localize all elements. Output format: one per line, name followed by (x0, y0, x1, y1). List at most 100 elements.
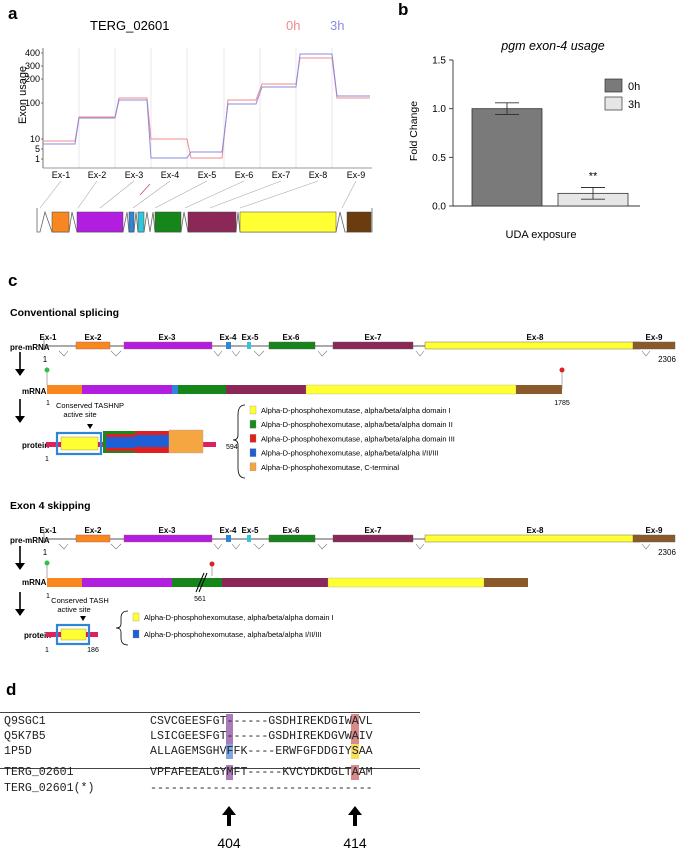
alignment-name-5: TERG_02601(*) (4, 782, 95, 795)
skipping-title: Exon 4 skipping (10, 500, 91, 512)
legend-swatch-0h (604, 78, 623, 93)
ytick-200: 200 (25, 74, 40, 84)
skip-ex-label-6: Ex-6 (283, 526, 300, 535)
conv-legend-label: Alpha-D-phosphohexomutase, C-terminal (261, 463, 399, 472)
exon-labels: Ex-1 Ex-2 Ex-3 Ex-4 Ex-5 Ex-6 Ex-7 Ex-8 … (52, 170, 366, 180)
chart-legend-label-0h: 0h (628, 81, 640, 93)
alignment-seq-2: LSICGEESFGT------GSDHIREKDGVWAIV (150, 730, 373, 743)
conv-premrna-end: 2306 (658, 355, 676, 364)
conv-mrna-end: 1785 (554, 400, 570, 407)
conv-ex-label-7: Ex-7 (365, 333, 382, 342)
skip-ex-label-5: Ex-5 (242, 526, 259, 535)
conv-arrow-1 (15, 352, 25, 376)
panel-label-a: a (8, 4, 18, 23)
skip-mrna-start: 1 (46, 593, 50, 600)
highlight-404-row1 (225, 714, 233, 729)
legend-3h: 3h (330, 18, 344, 33)
alignment-seq-1: CSVCGEESFGT------GSDHIREKDGIWAVL (150, 715, 373, 728)
y-tick-label: 0.0 (432, 202, 446, 213)
exon-usage-line-3h (43, 53, 370, 159)
alignment-top-rule (0, 712, 420, 713)
legend-0h: 0h (286, 18, 300, 33)
y-tick-label: 1.0 (432, 104, 446, 115)
exon-usage-line-0h (43, 57, 370, 159)
highlight-414-row2 (351, 729, 359, 744)
alignment-seq-3: ALLAGEMSGHVFFK----ERWFGFDDGIYSAA (150, 745, 373, 758)
gene-title: TERG_02601 (90, 18, 170, 33)
chart-y-label: Fold Change (408, 101, 420, 161)
skip-ex-label-7: Ex-7 (365, 526, 382, 535)
conv-exon-labels: Ex-1 Ex-2 Ex-3 Ex-4 Ex-5 Ex-6 Ex-7 Ex-8 … (40, 333, 663, 342)
conv-legend-swatch (249, 434, 257, 443)
alignment-name-3: 1P5D (4, 745, 32, 758)
y-tick-labels: 400 300 200 100 10 5 1 (25, 48, 40, 164)
conv-legend-label: Alpha-D-phosphohexomutase, alpha/beta/al… (261, 420, 453, 429)
y-axis-label: Exon usage (17, 66, 29, 124)
alignment-name-2: Q5K7B5 (4, 730, 46, 743)
significance-annotation: ** (589, 171, 598, 183)
bar-0h (471, 108, 543, 207)
skip-ex-label-2: Ex-2 (85, 526, 102, 535)
exon-label-9: Ex-9 (347, 170, 366, 180)
skip-protein-end: 186 (87, 647, 99, 654)
fold-change-chart: pgm exon-4 usage Fold Change UDA exposur… (408, 39, 640, 241)
conv-legend-swatch (249, 420, 257, 429)
alignment-mid-rule (0, 768, 420, 769)
skip-legend-brace (115, 610, 129, 646)
legend-swatch-3h (604, 96, 623, 111)
ytick-100: 100 (25, 98, 40, 108)
skip-ex-label-1: Ex-1 (40, 526, 57, 535)
conv-mrna-start: 1 (46, 400, 50, 407)
position-404: 404 (217, 835, 241, 851)
panel-label-d: d (6, 680, 17, 699)
conv-ex-label-1: Ex-1 (40, 333, 57, 342)
alignment-name-4: TERG_02601 (4, 766, 74, 779)
ytick-300: 300 (25, 61, 40, 71)
conv-protein-label: protein (22, 441, 49, 450)
conv-premrna (43, 338, 676, 357)
skip-arrow-1 (15, 546, 25, 570)
skip-mrna-label: mRNA (22, 578, 47, 587)
conv-legend-label: Alpha-D-phosphohexomutase, alpha/beta/al… (261, 449, 439, 458)
conv-arrow-2 (15, 399, 25, 423)
exon-label-3: Ex-3 (125, 170, 144, 180)
arrow-up-404-icon (222, 806, 236, 826)
alignment-name-1: Q9SGC1 (4, 715, 46, 728)
conv-active-site-line2: active site (63, 410, 96, 419)
skip-premrna-label: pre-mRNA (10, 536, 50, 545)
exon-usage-figure: TERG_02601 0h 3h Exon usage 400 300 200 … (17, 18, 373, 233)
highlight-414-row3 (351, 744, 359, 759)
conv-active-site-line1: Conserved TASHNP (56, 401, 124, 410)
conv-legend-label: Alpha-D-phosphohexomutase, alpha/beta/al… (261, 406, 451, 415)
panel-label-b: b (398, 0, 409, 19)
conv-premrna-start: 1 (43, 355, 48, 364)
skip-premrna-end: 2306 (658, 548, 676, 557)
skip-active-site-line2: active site (57, 605, 90, 614)
skip-protein-label: protein (24, 631, 51, 640)
conv-legend-swatch (249, 405, 257, 415)
conv-protein (46, 424, 216, 456)
skip-ex-label-8: Ex-8 (527, 526, 544, 535)
skip-ex-label-9: Ex-9 (646, 526, 663, 535)
conv-ex-label-8: Ex-8 (527, 333, 544, 342)
chart-legend-label-3h: 3h (628, 99, 640, 111)
skip-mrna (44, 560, 528, 593)
highlight-414-row1 (351, 714, 359, 729)
skip-ex-label-3: Ex-3 (159, 526, 176, 535)
ytick-400: 400 (25, 48, 40, 58)
conv-ex-label-3: Ex-3 (159, 333, 176, 342)
conv-ex-label-2: Ex-2 (85, 333, 102, 342)
conv-ex-label-5: Ex-5 (242, 333, 259, 342)
conv-ex-label-4: Ex-4 (220, 333, 237, 342)
conv-ex-label-6: Ex-6 (283, 333, 300, 342)
exon-label-8: Ex-8 (309, 170, 328, 180)
position-arrows: 404 414 (217, 806, 367, 851)
skip-mrna-stop: 561 (194, 596, 206, 603)
skip-active-site-line1: Conserved TASH (51, 596, 109, 605)
skip-exon-labels: Ex-1 Ex-2 Ex-3 Ex-4 Ex-5 Ex-6 Ex-7 Ex-8 … (40, 526, 663, 535)
exon-label-7: Ex-7 (272, 170, 291, 180)
exon-label-1: Ex-1 (52, 170, 71, 180)
highlight-404-row2 (225, 729, 233, 744)
exon-label-2: Ex-2 (88, 170, 107, 180)
conv-legend-brace (232, 404, 246, 479)
